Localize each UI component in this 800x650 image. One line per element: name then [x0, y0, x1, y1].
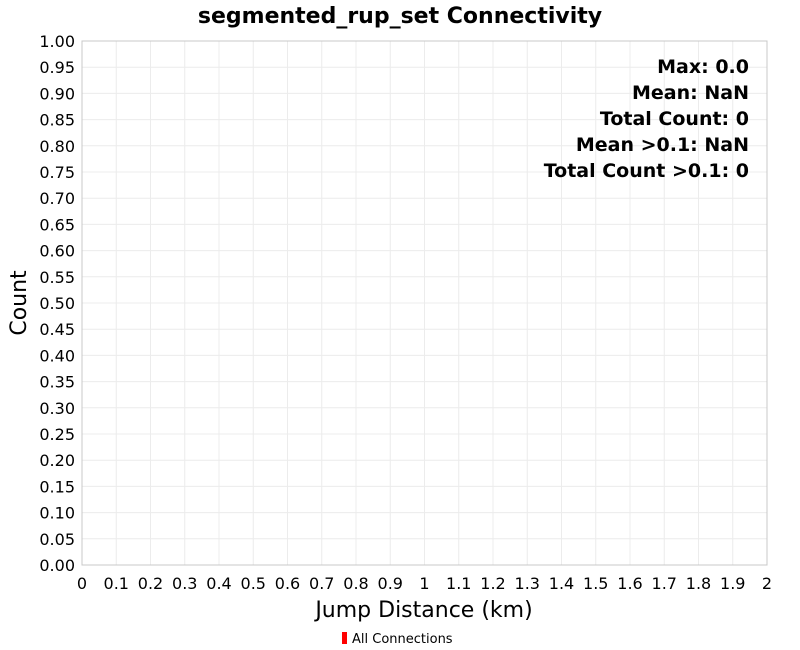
x-tick-label: 1.3 — [515, 574, 540, 593]
stats-annotation-line: Total Count >0.1: 0 — [544, 160, 749, 182]
x-tick-label: 0.4 — [206, 574, 231, 593]
plot-area — [81, 40, 768, 566]
x-tick-label: 1.8 — [686, 574, 711, 593]
y-axis-label: Count — [7, 270, 32, 336]
stats-annotation-line: Max: 0.0 — [657, 56, 749, 78]
x-tick-label: 0.3 — [172, 574, 197, 593]
grid — [81, 40, 768, 566]
stats-annotation-line: Total Count: 0 — [600, 108, 749, 130]
y-tick-label: 0.10 — [39, 504, 75, 523]
x-tick-label: 0.2 — [138, 574, 163, 593]
y-tick-label: 0.65 — [39, 215, 75, 234]
stats-annotation-line: Mean: NaN — [632, 82, 749, 104]
x-tick-label: 1.1 — [446, 574, 471, 593]
y-tick-label: 1.00 — [39, 32, 75, 51]
x-tick-label: 1.7 — [652, 574, 677, 593]
y-tick-label: 0.15 — [39, 477, 75, 496]
stats-annotations: Max: 0.0 Mean: NaN Total Count: 0 Mean >0.1… — [544, 56, 749, 182]
y-axis-ticks: 0.00 0.05 0.10 0.15 0.20 0.25 0.30 0.35 0.40 0.45… — [39, 32, 75, 575]
chart-title: segmented_rup_set Connectivity — [198, 4, 602, 29]
y-tick-label: 0.45 — [39, 320, 75, 339]
x-tick-label: 1.2 — [480, 574, 505, 593]
y-tick-label: 0.75 — [39, 163, 75, 182]
x-axis-ticks: 0 0.1 0.2 0.3 0.4 0.5 0.6 0.7 0.8 0.9 1 1.1 1.2 1.3 1.… — [77, 574, 772, 593]
x-tick-label: 0.1 — [104, 574, 129, 593]
y-tick-label: 0.70 — [39, 189, 75, 208]
y-tick-label: 0.95 — [39, 58, 75, 77]
stats-annotation-line: Mean >0.1: NaN — [576, 134, 749, 156]
x-tick-label: 1.5 — [583, 574, 608, 593]
y-tick-label: 0.30 — [39, 399, 75, 418]
y-tick-label: 0.20 — [39, 451, 75, 470]
legend-label-all-connections: All Connections — [352, 632, 453, 647]
x-tick-label: 0.7 — [309, 574, 334, 593]
x-axis-label: Jump Distance (km) — [313, 598, 532, 623]
x-tick-label: 2 — [762, 574, 772, 593]
x-tick-label: 1.4 — [549, 574, 574, 593]
y-tick-label: 0.90 — [39, 84, 75, 103]
x-tick-label: 0.8 — [343, 574, 368, 593]
x-tick-label: 0.9 — [378, 574, 403, 593]
y-tick-label: 0.50 — [39, 294, 75, 313]
y-tick-label: 0.55 — [39, 268, 75, 287]
legend-swatch-all-connections — [342, 632, 347, 644]
x-tick-label: 1.9 — [720, 574, 745, 593]
y-tick-label: 0.40 — [39, 346, 75, 365]
y-tick-label: 0.60 — [39, 242, 75, 261]
y-tick-label: 0.05 — [39, 530, 75, 549]
x-tick-label: 0.5 — [241, 574, 266, 593]
x-tick-label: 0 — [77, 574, 87, 593]
legend: All Connections — [342, 632, 453, 647]
y-tick-label: 0.85 — [39, 111, 75, 130]
y-tick-label: 0.80 — [39, 137, 75, 156]
x-tick-label: 1 — [419, 574, 429, 593]
y-tick-label: 0.25 — [39, 425, 75, 444]
y-tick-label: 0.00 — [39, 556, 75, 575]
x-tick-label: 1.6 — [617, 574, 642, 593]
x-tick-label: 0.6 — [275, 574, 300, 593]
y-tick-label: 0.35 — [39, 373, 75, 392]
